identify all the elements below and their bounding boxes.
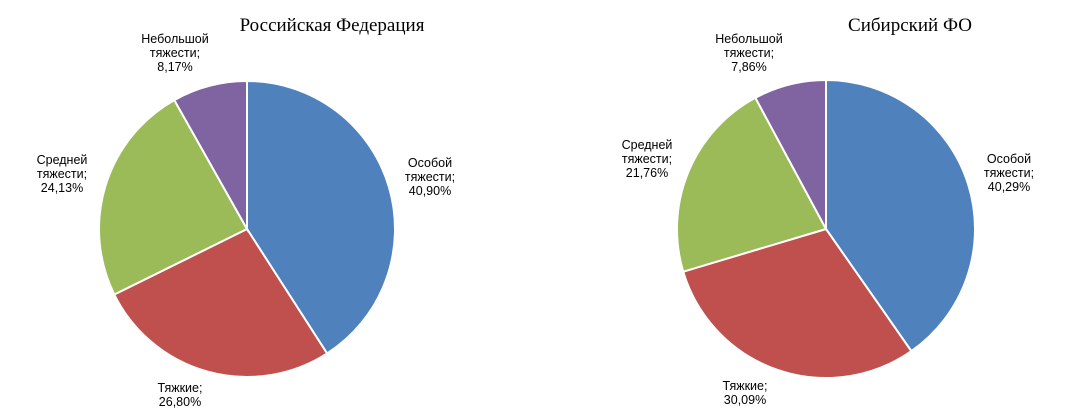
chart-title: Сибирский ФО <box>848 15 972 36</box>
slice-value: 8,17% <box>157 60 192 74</box>
chart-title: Российская Федерация <box>240 15 425 36</box>
slice-name-part: тяжести; <box>37 167 87 181</box>
slice-value: 7,86% <box>731 60 766 74</box>
slice-label-2: Средней тяжести; 21,76% <box>622 138 673 180</box>
slice-label-2: Средней тяжести; 24,13% <box>37 153 88 195</box>
slice-name-part: Особой <box>987 152 1031 166</box>
slice-value: 21,76% <box>626 166 668 180</box>
pie-slice-2 <box>98 98 249 296</box>
slice-label-0: Особой тяжести; 40,90% <box>405 156 455 198</box>
slice-name-part: тяжести; <box>724 46 774 60</box>
slice-label-1: Тяжкие; 30,09% <box>723 379 768 407</box>
slice-value: 24,13% <box>41 181 83 195</box>
slice-label-1: Тяжкие; 26,80% <box>158 381 203 409</box>
slice-name-part: Средней <box>37 153 88 167</box>
slice-label-3: Небольшой тяжести; 7,86% <box>715 32 782 74</box>
slice-name-part: Небольшой <box>715 32 782 46</box>
pie-slice-2 <box>676 96 828 273</box>
slice-name-part: тяжести; <box>150 46 200 60</box>
slice-name-part: Особой <box>408 156 452 170</box>
slice-value: 40,29% <box>988 180 1030 194</box>
pie-chart-siberian-fd: Особой тяжести; 40,29%Тяжкие; 30,09%Средней… <box>622 15 1035 407</box>
slice-name-part: Средней <box>622 138 673 152</box>
pie-slice-3 <box>172 79 248 233</box>
pie-slice-0 <box>825 78 976 353</box>
slice-name-part: тяжести; <box>405 170 455 184</box>
slice-value: 40,90% <box>409 184 451 198</box>
slice-name-part: тяжести; <box>622 152 672 166</box>
slice-name-part: Небольшой <box>141 32 208 46</box>
pie-chart-russian-federation: Особой тяжести; 40,90%Тяжкие; 26,80%Средней… <box>37 15 456 409</box>
slice-label-0: Особой тяжести; 40,29% <box>984 152 1034 194</box>
slice-name-part: Тяжкие; <box>158 381 203 395</box>
pie-slice-3 <box>754 78 827 230</box>
slice-name-part: тяжести; <box>984 166 1034 180</box>
slice-label-3: Небольшой тяжести; 8,17% <box>141 32 208 74</box>
slice-name-part: Тяжкие; <box>723 379 768 393</box>
pie-slice-1 <box>112 227 329 378</box>
slice-value: 26,80% <box>159 395 201 409</box>
slice-value: 30,09% <box>724 393 766 407</box>
pie-slice-1 <box>681 227 913 380</box>
